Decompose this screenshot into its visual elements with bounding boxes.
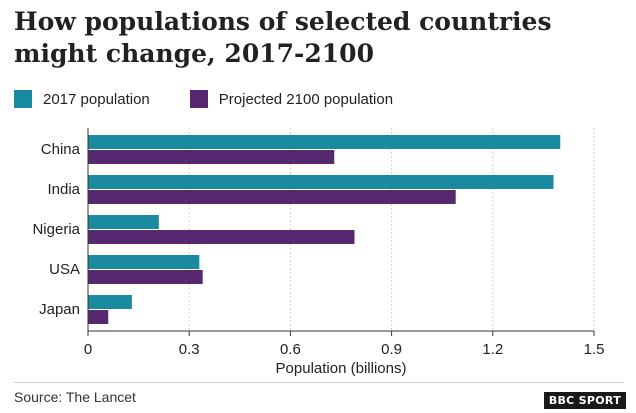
category-label-japan: Japan bbox=[39, 301, 80, 318]
bar-japan-series-0 bbox=[88, 295, 132, 309]
legend-swatch-2017 bbox=[14, 90, 32, 108]
footer-divider bbox=[14, 382, 624, 383]
bar-nigeria-series-0 bbox=[88, 215, 159, 229]
bar-usa-series-0 bbox=[88, 255, 200, 269]
bar-chart: China India Nigeria USA Japan 0 0.3 0.6 0.9 1.2 1.… bbox=[32, 128, 605, 377]
x-tick-label-5: 1.5 bbox=[584, 341, 605, 358]
category-label-china: China bbox=[41, 141, 81, 158]
bbc-sport-logo: BBC SPORT bbox=[543, 392, 626, 409]
bar-india-series-0 bbox=[88, 175, 554, 189]
legend-swatch-2100 bbox=[189, 90, 208, 108]
category-label-usa: USA bbox=[49, 261, 80, 278]
source-note: Source: The Lancet bbox=[14, 389, 136, 405]
legend-label-2017: 2017 population bbox=[43, 90, 150, 108]
x-tick-label-0: 0 bbox=[84, 341, 92, 358]
chart-legend: 2017 population Projected 2100 populatio… bbox=[14, 88, 433, 110]
x-tick-label-4: 1.2 bbox=[482, 341, 503, 358]
category-label-nigeria: Nigeria bbox=[32, 221, 80, 238]
bar-japan-series-1 bbox=[88, 310, 109, 324]
category-label-india: India bbox=[47, 181, 80, 198]
legend-label-2100: Projected 2100 population bbox=[218, 90, 394, 108]
x-axis-title: Population (billions) bbox=[276, 360, 407, 377]
bar-china-series-0 bbox=[88, 135, 561, 149]
legend-item-2100: Projected 2100 population bbox=[189, 90, 394, 108]
bar-china-series-1 bbox=[88, 150, 335, 164]
bar-nigeria-series-1 bbox=[88, 230, 355, 244]
x-tick-label-2: 0.6 bbox=[280, 341, 301, 358]
x-tick-label-3: 0.9 bbox=[381, 341, 402, 358]
bar-india-series-1 bbox=[88, 190, 456, 204]
x-tick-label-1: 0.3 bbox=[179, 341, 200, 358]
chart-title: How populations of selected countries mi… bbox=[14, 7, 552, 68]
legend-item-2017: 2017 population bbox=[14, 90, 150, 108]
bar-usa-series-1 bbox=[88, 270, 203, 284]
